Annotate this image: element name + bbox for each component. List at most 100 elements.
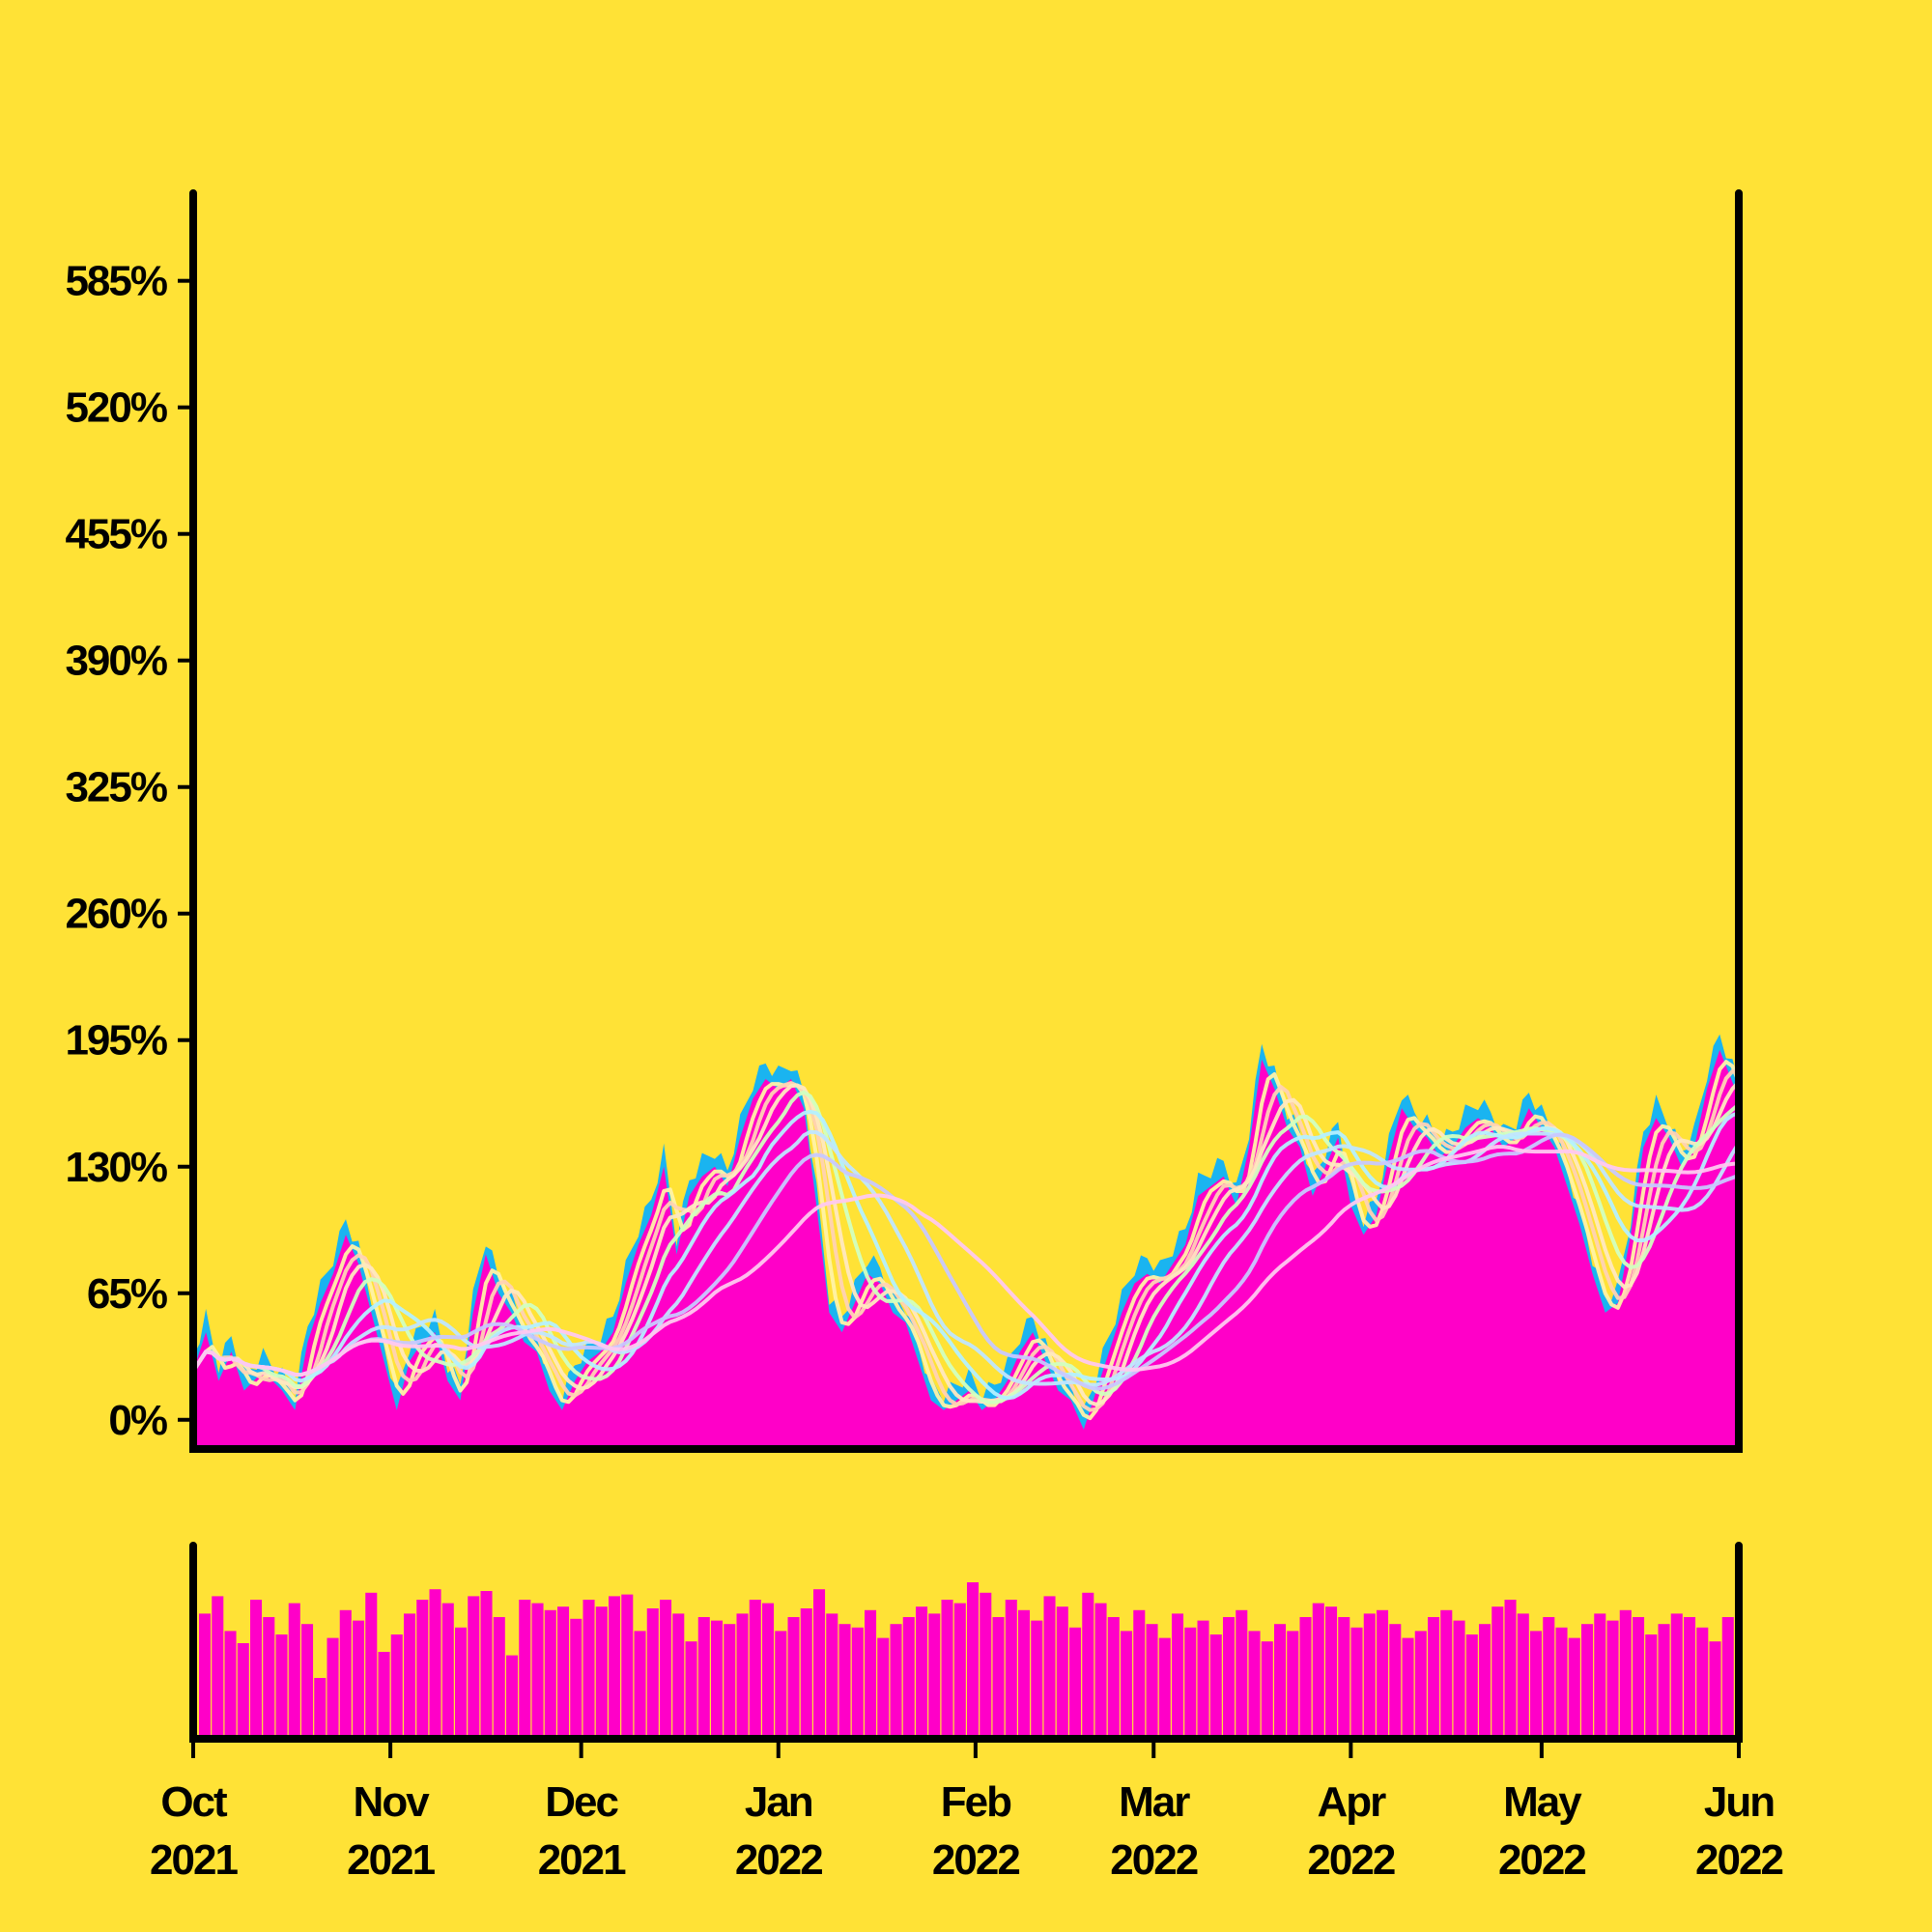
volume-bar xyxy=(353,1620,365,1739)
volume-bar xyxy=(749,1600,761,1739)
volume-bar xyxy=(1005,1600,1017,1739)
volume-bar xyxy=(1031,1620,1043,1739)
volume-bar xyxy=(506,1655,519,1739)
x-tick-label-year: 2021 xyxy=(538,1836,626,1884)
volume-bar xyxy=(980,1592,992,1739)
volume-bar xyxy=(1172,1613,1184,1739)
volume-bar xyxy=(1709,1641,1721,1739)
volume-bar xyxy=(646,1608,659,1739)
volume-bar xyxy=(1389,1624,1402,1739)
volume-bar xyxy=(1517,1613,1529,1739)
volume-bar xyxy=(1363,1613,1376,1739)
volume-bar xyxy=(1619,1609,1632,1739)
volume-bar xyxy=(890,1624,902,1739)
volume-bar xyxy=(826,1613,838,1739)
x-tick-label-year: 2021 xyxy=(347,1836,435,1884)
volume-bar xyxy=(1043,1596,1056,1739)
volume-bar xyxy=(1248,1631,1261,1739)
volume-bar xyxy=(557,1606,570,1739)
x-tick-label-year: 2022 xyxy=(932,1836,1019,1884)
x-tick-label-month: Oct xyxy=(160,1778,228,1826)
volume-bar xyxy=(967,1582,980,1739)
volume-bar xyxy=(327,1637,339,1739)
y-tick-label: 0% xyxy=(108,1397,166,1444)
volume-bar xyxy=(275,1634,288,1739)
volume-bar xyxy=(902,1617,915,1739)
volume-bar xyxy=(697,1617,710,1739)
y-tick-label: 455% xyxy=(65,511,166,558)
volume-bar xyxy=(877,1637,890,1739)
axes: 0% 65% 130% 195% 260% 325% 390% 455% 520% 585% Oct… xyxy=(65,189,1784,1884)
volume-bar xyxy=(455,1627,468,1739)
y-tick-label: 325% xyxy=(65,764,166,811)
volume-bar xyxy=(1338,1617,1350,1739)
volume-bar xyxy=(1530,1631,1543,1739)
x-tick-label-month: Mar xyxy=(1119,1778,1190,1826)
volume-bar xyxy=(672,1613,685,1739)
volume-bar xyxy=(429,1589,441,1739)
volume-bar xyxy=(865,1609,877,1739)
volume-bar xyxy=(762,1603,775,1739)
volume-bar xyxy=(263,1617,275,1739)
volume-bar xyxy=(314,1678,327,1739)
volume-bar xyxy=(1056,1606,1068,1739)
volume-bar xyxy=(813,1589,826,1739)
volume-bar xyxy=(1658,1624,1670,1739)
x-tick-label-year: 2022 xyxy=(1695,1836,1782,1884)
volume-bar xyxy=(941,1600,953,1739)
volume-bar xyxy=(1645,1634,1658,1739)
moving-average-line-20 xyxy=(191,1129,1741,1387)
volume-bar xyxy=(595,1606,608,1739)
volume-bar xyxy=(1209,1634,1222,1739)
x-tick-label-year: 2022 xyxy=(1110,1836,1197,1884)
volume-bar xyxy=(928,1613,941,1739)
y-tick-label: 390% xyxy=(65,638,166,685)
volume-bar xyxy=(1377,1609,1389,1739)
volume-bar xyxy=(212,1596,224,1739)
volume-bar xyxy=(480,1591,493,1739)
volume-bar xyxy=(1402,1637,1414,1739)
volume-bar xyxy=(339,1609,352,1739)
volume-bar xyxy=(634,1631,646,1739)
volume-bar xyxy=(1018,1609,1031,1739)
volume-bar xyxy=(390,1634,403,1739)
volume-bar xyxy=(237,1643,249,1739)
volume-bar xyxy=(1184,1627,1197,1739)
x-tick-label-month: May xyxy=(1503,1778,1582,1826)
x-tick-label-month: Jun xyxy=(1704,1778,1774,1826)
volume-bar xyxy=(787,1617,800,1739)
volume-bar xyxy=(1453,1620,1465,1739)
volume-bar xyxy=(1684,1617,1696,1739)
volume-bar xyxy=(1555,1627,1568,1739)
volume-bar xyxy=(1440,1609,1453,1739)
volume-bar xyxy=(1236,1609,1248,1739)
volume-bar xyxy=(1594,1613,1606,1739)
volume-bar xyxy=(301,1624,314,1739)
volume-bar xyxy=(582,1600,595,1739)
volume-bar xyxy=(724,1624,736,1739)
volume-bar xyxy=(1543,1617,1555,1739)
volume-bar xyxy=(1082,1592,1094,1739)
volume-bar xyxy=(736,1613,749,1739)
volume-bar xyxy=(199,1613,212,1739)
volume-bar xyxy=(1158,1637,1171,1739)
volume-bar xyxy=(1633,1617,1645,1739)
volume-bar xyxy=(1107,1617,1120,1739)
volume-bar xyxy=(250,1600,263,1739)
x-tick-label-month: Dec xyxy=(545,1778,618,1826)
price-area xyxy=(193,1049,1739,1449)
volume-bar xyxy=(1094,1603,1107,1739)
volume-bar xyxy=(851,1627,864,1739)
volume-bar xyxy=(1465,1634,1478,1739)
volume-bar xyxy=(711,1620,724,1739)
price-panel xyxy=(191,1034,1741,1449)
moving-average-line-40 xyxy=(191,1145,1740,1378)
x-tick-label-year: 2022 xyxy=(735,1836,822,1884)
volume-bar xyxy=(1721,1617,1734,1739)
moving-average-line-14 xyxy=(191,1109,1740,1401)
volume-bar xyxy=(1504,1600,1517,1739)
volume-bar xyxy=(1287,1631,1299,1739)
volume-bar xyxy=(1670,1613,1683,1739)
volume-bar xyxy=(531,1603,544,1739)
